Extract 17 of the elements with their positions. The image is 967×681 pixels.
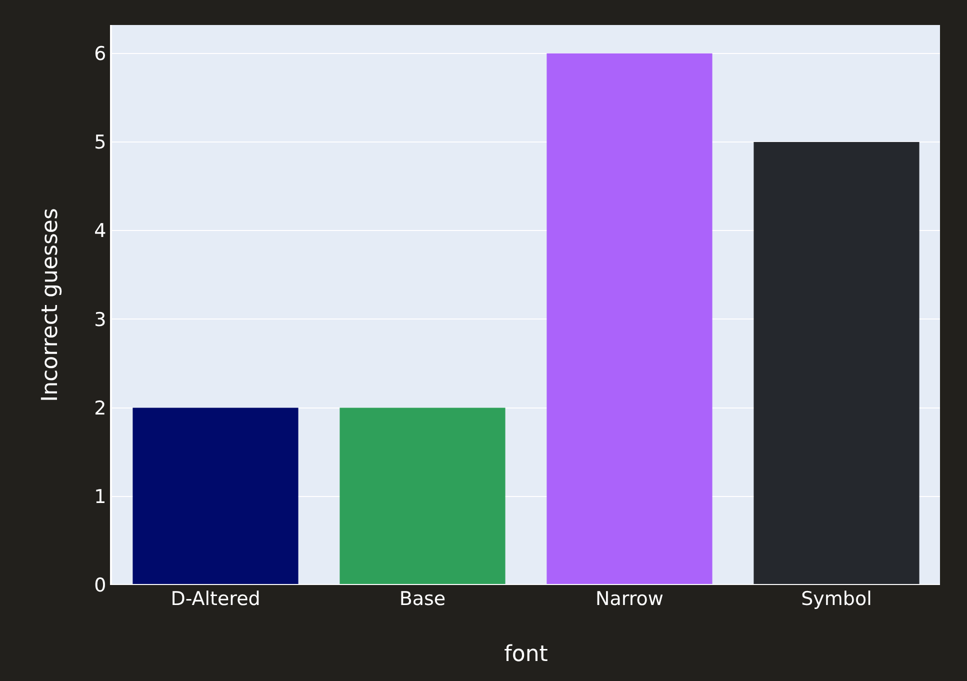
y-tick-label: 5 [94,132,106,154]
x-tick-label: Base [399,588,446,610]
y-tick-label: 4 [94,220,106,242]
bar [340,408,506,585]
y-tick-label: 2 [94,397,106,420]
bar [754,142,920,585]
x-tick-label: Symbol [801,588,872,610]
y-tick-label: 6 [94,43,106,65]
bar [546,53,712,585]
bar [132,408,298,585]
x-axis-title: font [504,642,548,667]
y-tick-label: 0 [94,574,106,597]
y-tick-label: 3 [94,308,106,331]
x-tick-label: D-Altered [170,588,260,610]
x-tick-label: Narrow [596,588,664,610]
y-axis-title: Incorrect guesses [38,208,63,402]
y-tick-label: 1 [94,486,106,508]
